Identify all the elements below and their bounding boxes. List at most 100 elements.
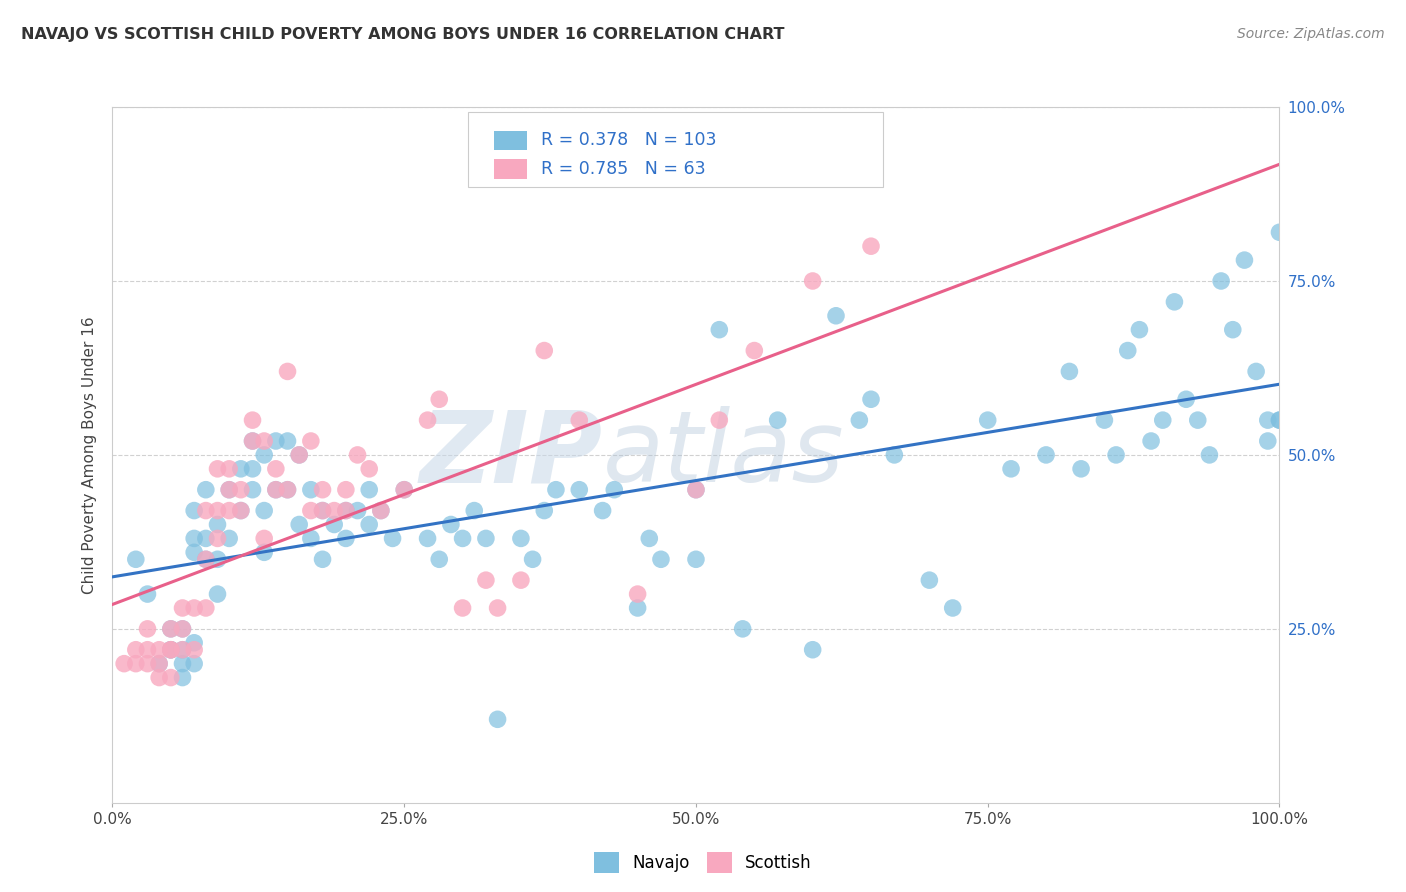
FancyBboxPatch shape	[494, 160, 527, 178]
Point	[1094, 413, 1116, 427]
Point	[1187, 413, 1209, 427]
Point	[451, 601, 474, 615]
Point	[359, 483, 381, 497]
Point	[194, 503, 217, 517]
Point	[194, 552, 217, 566]
Point	[229, 503, 252, 517]
Text: ZIP: ZIP	[419, 407, 603, 503]
Point	[148, 671, 170, 685]
Point	[522, 552, 544, 566]
Point	[801, 274, 824, 288]
Point	[370, 503, 392, 517]
Point	[1070, 462, 1092, 476]
Point	[1222, 323, 1244, 337]
Point	[253, 545, 276, 559]
Point	[229, 503, 252, 517]
Point	[172, 601, 194, 615]
Point	[207, 552, 229, 566]
Point	[183, 532, 205, 546]
Point	[207, 532, 229, 546]
Point	[544, 483, 567, 497]
Point	[242, 462, 264, 476]
Point	[509, 532, 531, 546]
Point	[172, 642, 194, 657]
Point	[218, 483, 240, 497]
Point	[183, 642, 205, 657]
Point	[744, 343, 766, 358]
Point	[136, 622, 159, 636]
Point	[1105, 448, 1128, 462]
Point	[848, 413, 870, 427]
Point	[825, 309, 848, 323]
Point	[335, 503, 357, 517]
Point	[183, 601, 205, 615]
Point	[370, 503, 392, 517]
Point	[416, 532, 439, 546]
Point	[160, 622, 183, 636]
Point	[486, 601, 509, 615]
Point	[568, 483, 591, 497]
Text: NAVAJO VS SCOTTISH CHILD POVERTY AMONG BOYS UNDER 16 CORRELATION CHART: NAVAJO VS SCOTTISH CHILD POVERTY AMONG B…	[21, 27, 785, 42]
Point	[1163, 294, 1185, 309]
Point	[172, 642, 194, 657]
Point	[533, 343, 555, 358]
Point	[509, 573, 531, 587]
Point	[160, 642, 183, 657]
Point	[218, 462, 240, 476]
Point	[685, 483, 707, 497]
Point	[299, 532, 322, 546]
Point	[1140, 434, 1163, 448]
Point	[311, 483, 333, 497]
Point	[1175, 392, 1198, 407]
Point	[709, 323, 731, 337]
Point	[160, 642, 183, 657]
Point	[148, 657, 170, 671]
Text: R = 0.378   N = 103: R = 0.378 N = 103	[541, 131, 716, 149]
Point	[463, 503, 485, 517]
Point	[172, 622, 194, 636]
Point	[1059, 364, 1081, 378]
Point	[603, 483, 626, 497]
Point	[125, 642, 148, 657]
Point	[1152, 413, 1174, 427]
Point	[242, 413, 264, 427]
Point	[194, 532, 217, 546]
Point	[125, 657, 148, 671]
Point	[1257, 413, 1279, 427]
Point	[359, 517, 381, 532]
Point	[276, 483, 298, 497]
Point	[183, 545, 205, 559]
FancyBboxPatch shape	[468, 112, 883, 187]
Point	[253, 503, 276, 517]
Point	[276, 364, 298, 378]
Point	[860, 239, 883, 253]
Point	[311, 503, 333, 517]
Point	[731, 622, 754, 636]
Point	[1244, 364, 1267, 378]
Point	[207, 517, 229, 532]
Point	[1268, 413, 1291, 427]
Point	[475, 532, 498, 546]
Point	[486, 712, 509, 726]
Point	[568, 413, 591, 427]
Point	[276, 483, 298, 497]
Point	[685, 552, 707, 566]
Point	[148, 657, 170, 671]
Point	[194, 552, 217, 566]
Point	[627, 601, 650, 615]
Text: atlas: atlas	[603, 407, 844, 503]
Point	[1257, 434, 1279, 448]
Point	[416, 413, 439, 427]
Point	[627, 587, 650, 601]
Point	[264, 483, 287, 497]
Point	[160, 642, 183, 657]
Point	[346, 503, 368, 517]
Point	[264, 434, 287, 448]
Y-axis label: Child Poverty Among Boys Under 16: Child Poverty Among Boys Under 16	[82, 316, 97, 594]
Point	[288, 448, 311, 462]
Point	[194, 483, 217, 497]
Point	[1128, 323, 1150, 337]
Point	[264, 483, 287, 497]
Point	[323, 517, 346, 532]
Point	[592, 503, 614, 517]
